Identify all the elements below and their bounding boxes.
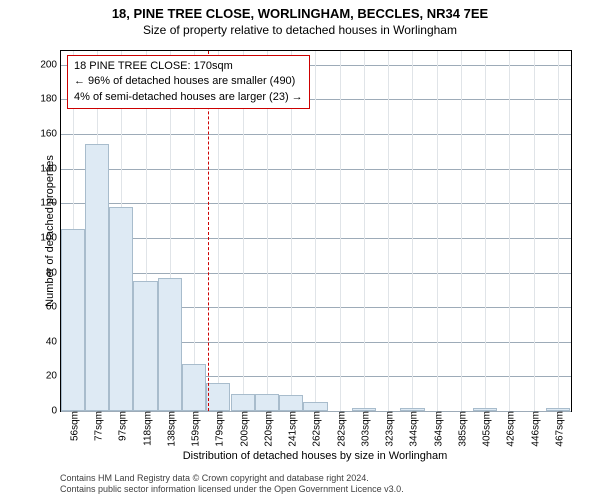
y-tick-label: 20	[46, 371, 61, 382]
x-axis-label: Distribution of detached houses by size …	[60, 450, 570, 462]
x-tick-label: 77sqm	[90, 411, 105, 441]
x-tick-label: 241sqm	[284, 411, 299, 447]
histogram-bar	[231, 394, 255, 411]
x-tick-label: 138sqm	[162, 411, 177, 447]
y-tick-label: 200	[40, 59, 61, 70]
info-box-line: 18 PINE TREE CLOSE: 170sqm	[74, 59, 303, 74]
gridline-vertical	[364, 51, 365, 411]
gridline-vertical	[485, 51, 486, 411]
y-axis-label: Number of detached properties	[44, 131, 56, 331]
x-tick-label: 405sqm	[478, 411, 493, 447]
x-tick-label: 200sqm	[235, 411, 250, 447]
histogram-bar	[303, 402, 327, 411]
histogram-bar	[182, 364, 206, 411]
histogram-bar	[255, 394, 279, 411]
x-tick-label: 97sqm	[114, 411, 129, 441]
histogram-bar	[352, 408, 376, 411]
gridline-vertical	[509, 51, 510, 411]
chart-title: 18, PINE TREE CLOSE, WORLINGHAM, BECCLES…	[0, 0, 600, 21]
plot-area: 02040608010012014016018020056sqm77sqm97s…	[60, 50, 572, 412]
x-tick-label: 220sqm	[259, 411, 274, 447]
histogram-bar	[133, 281, 157, 411]
x-tick-label: 262sqm	[308, 411, 323, 447]
attribution-line: Contains HM Land Registry data © Crown c…	[60, 473, 404, 485]
gridline-vertical	[534, 51, 535, 411]
gridline-vertical	[340, 51, 341, 411]
x-tick-label: 344sqm	[405, 411, 420, 447]
y-tick-label: 180	[40, 94, 61, 105]
gridline-vertical	[315, 51, 316, 411]
gridline-vertical	[412, 51, 413, 411]
histogram-bar	[85, 144, 109, 411]
histogram-bar	[61, 229, 85, 411]
x-tick-label: 303sqm	[356, 411, 371, 447]
gridline-vertical	[461, 51, 462, 411]
attribution-line: Contains public sector information licen…	[60, 484, 404, 496]
x-tick-label: 385sqm	[453, 411, 468, 447]
chart-subtitle: Size of property relative to detached ho…	[0, 21, 600, 37]
histogram-bar	[279, 395, 303, 411]
x-tick-label: 282sqm	[332, 411, 347, 447]
attribution-text: Contains HM Land Registry data © Crown c…	[60, 473, 404, 496]
x-tick-label: 179sqm	[211, 411, 226, 447]
x-tick-label: 118sqm	[138, 411, 153, 446]
info-box: 18 PINE TREE CLOSE: 170sqm← 96% of detac…	[67, 55, 310, 109]
x-tick-label: 323sqm	[381, 411, 396, 447]
histogram-bar	[400, 408, 424, 411]
histogram-bar	[158, 278, 182, 411]
histogram-bar	[546, 408, 570, 411]
x-tick-label: 159sqm	[187, 411, 202, 447]
y-tick-label: 40	[46, 336, 61, 347]
info-box-line: ← 96% of detached houses are smaller (49…	[74, 74, 303, 89]
x-tick-label: 467sqm	[550, 411, 565, 447]
gridline-vertical	[558, 51, 559, 411]
info-box-line: 4% of semi-detached houses are larger (2…	[74, 90, 303, 105]
histogram-bar	[206, 383, 230, 411]
gridline-vertical	[437, 51, 438, 411]
gridline-vertical	[388, 51, 389, 411]
x-tick-label: 364sqm	[429, 411, 444, 447]
histogram-bar	[109, 207, 133, 411]
histogram-bar	[473, 408, 497, 411]
x-tick-label: 56sqm	[65, 411, 80, 441]
x-tick-label: 426sqm	[502, 411, 517, 447]
y-tick-label: 0	[51, 406, 61, 417]
x-tick-label: 446sqm	[526, 411, 541, 447]
